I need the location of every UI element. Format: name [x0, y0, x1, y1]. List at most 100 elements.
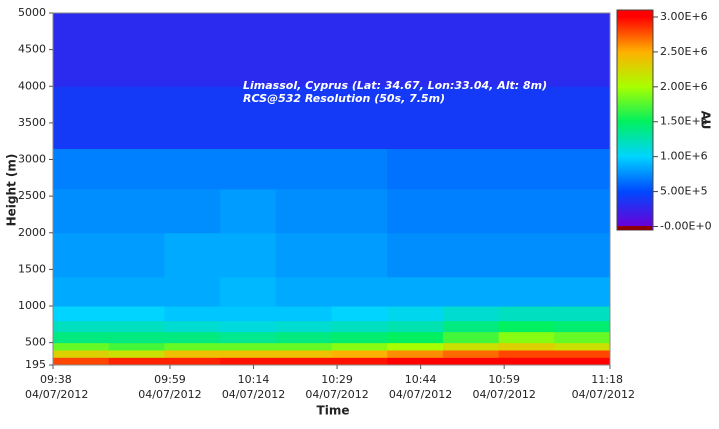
heat-cell [442, 320, 500, 333]
heat-cell [498, 357, 555, 366]
heat-cell [331, 349, 388, 358]
heat-cell [275, 349, 332, 358]
heat-cell [164, 232, 221, 278]
heat-cell [331, 13, 388, 87]
heat-cell [108, 331, 165, 344]
heat-cell [275, 148, 332, 190]
x-tick-date: 04/07/2012 [222, 388, 285, 401]
heat-cell [108, 13, 165, 87]
heat-cell [442, 276, 500, 307]
y-tick-label: 2000 [18, 226, 46, 239]
heat-cell [387, 188, 444, 234]
heatmap [53, 13, 611, 366]
heat-cell [554, 320, 611, 333]
heat-cell [164, 349, 221, 358]
y-tick-label: 1500 [18, 262, 46, 275]
heat-cell [498, 13, 555, 87]
heat-cell [53, 306, 110, 322]
heat-cell [442, 188, 500, 234]
heat-cell [108, 148, 165, 190]
heat-cell [554, 13, 611, 87]
y-tick-label: 5000 [18, 6, 46, 19]
heat-cell [108, 188, 165, 234]
heat-cell [164, 86, 221, 150]
heat-cell [387, 13, 444, 87]
heat-cell [442, 306, 500, 322]
heat-cell [498, 349, 555, 358]
annotation: RCS@532 Resolution (50s, 7.5m) [243, 92, 445, 105]
heat-cell [108, 306, 165, 322]
heat-cell [554, 232, 611, 278]
x-tick-date: 04/07/2012 [472, 388, 535, 401]
heat-cell [53, 13, 110, 87]
heat-cell [442, 232, 500, 278]
heat-cell [387, 349, 444, 358]
heat-cell [53, 188, 110, 234]
heat-cell [331, 357, 388, 366]
heat-cell [108, 320, 165, 333]
heat-cell [331, 331, 388, 344]
heat-cell [498, 342, 555, 351]
heat-cell [275, 306, 332, 322]
x-tick-date: 04/07/2012 [572, 388, 635, 401]
heat-cell [331, 342, 388, 351]
heat-cell [164, 148, 221, 190]
heat-cell [387, 306, 444, 322]
heat-cell [108, 357, 165, 366]
heat-cell [331, 86, 388, 150]
heat-cell [442, 13, 500, 87]
heat-cell [498, 188, 555, 234]
heat-cell [53, 276, 110, 307]
heat-cell [387, 320, 444, 333]
heat-cell [498, 276, 555, 307]
y-tick-label: 3500 [18, 116, 46, 129]
heat-cell [498, 320, 555, 333]
colorbar-tick-label: 1.50E+6 [660, 115, 708, 128]
heat-cell [275, 232, 332, 278]
y-tick-label: 2500 [18, 189, 46, 202]
y-axis-label: Height (m) [5, 154, 19, 227]
heat-cell [220, 349, 277, 358]
colorbar-underflow [618, 226, 652, 230]
colorbar-tick-label: -0.00E+0 [660, 220, 712, 233]
heat-cell [554, 86, 611, 150]
heat-cell [53, 148, 110, 190]
heat-cell [275, 276, 332, 307]
heat-cell [275, 342, 332, 351]
heat-cell [220, 188, 277, 234]
x-tick-label: 11:18 [591, 373, 623, 386]
annotation: Limassol, Cyprus (Lat: 34.67, Lon:33.04,… [243, 79, 547, 92]
y-tick-label: 500 [25, 336, 46, 349]
heat-cell [108, 232, 165, 278]
heat-cell [498, 306, 555, 322]
heat-cell [554, 357, 611, 366]
heat-cell [554, 342, 611, 351]
heat-cell [498, 331, 555, 344]
heat-cell [387, 232, 444, 278]
heat-cell [53, 320, 110, 333]
plot-frame [52, 12, 611, 366]
heat-cell [331, 306, 388, 322]
heat-cell [554, 349, 611, 358]
heat-cell [108, 349, 165, 358]
heat-cell [554, 188, 611, 234]
heat-cell [275, 357, 332, 366]
heat-cell [331, 320, 388, 333]
heat-cell [220, 86, 277, 150]
heat-cell [442, 148, 500, 190]
x-tick-label: 10:14 [238, 373, 270, 386]
heat-cell [164, 13, 221, 87]
heat-cell [220, 331, 277, 344]
heat-cell [164, 188, 221, 234]
heat-cell [498, 148, 555, 190]
heat-cell [220, 13, 277, 87]
colorbar [616, 9, 654, 231]
heat-cell [498, 86, 555, 150]
heat-cell [164, 276, 221, 307]
heat-cell [275, 320, 332, 333]
heat-cell [275, 331, 332, 344]
x-tick-label: 10:59 [488, 373, 520, 386]
colorbar-label: AU [699, 111, 713, 130]
heat-cell [108, 86, 165, 150]
